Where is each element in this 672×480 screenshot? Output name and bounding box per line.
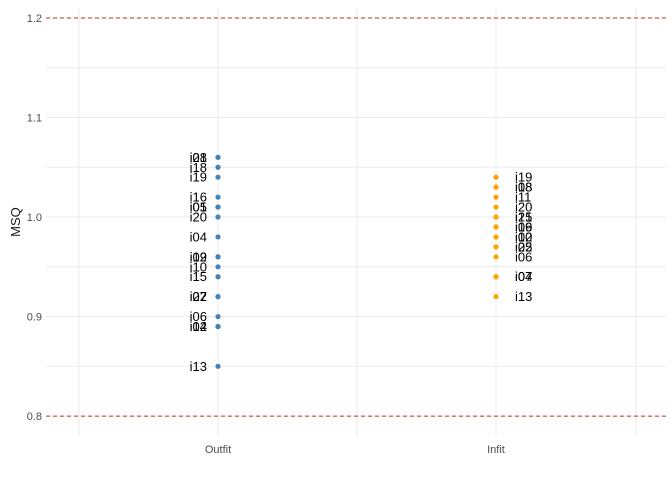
point-label: i05	[190, 200, 207, 215]
data-point	[493, 244, 499, 250]
x-tick-label: Outfit	[205, 444, 231, 456]
data-point	[493, 174, 499, 180]
data-point	[493, 274, 499, 280]
point-label: i08	[190, 150, 207, 165]
point-label: i13	[515, 289, 532, 304]
point-label: i12	[190, 249, 207, 264]
data-point	[493, 224, 499, 230]
point-label: i06	[190, 309, 207, 324]
point-label: i18	[190, 160, 207, 175]
point-label: i02	[515, 229, 532, 244]
data-point	[215, 294, 221, 300]
data-point	[215, 264, 221, 270]
data-point	[215, 254, 221, 260]
point-label: i09	[515, 219, 532, 234]
data-point	[493, 234, 499, 240]
point-label: i20	[515, 200, 532, 215]
data-point	[215, 234, 221, 240]
data-point	[493, 254, 499, 260]
y-tick-label: 0.9	[27, 312, 42, 324]
point-label: i20	[190, 210, 207, 225]
point-label: i14	[190, 319, 207, 334]
point-label: i18	[515, 180, 532, 195]
data-points	[215, 154, 499, 369]
point-label: i13	[190, 359, 207, 374]
data-point	[215, 214, 221, 220]
y-tick-label: 1.0	[27, 212, 42, 224]
data-point	[215, 323, 221, 330]
point-label: i16	[515, 219, 532, 234]
y-tick-label: 1.2	[27, 13, 42, 25]
point-label: i22	[515, 239, 532, 254]
reference-lines	[46, 17, 666, 417]
point-label: i09	[190, 249, 207, 264]
point-label: i10	[190, 259, 207, 274]
data-point	[215, 363, 221, 369]
data-point	[215, 154, 221, 160]
point-label: i19	[190, 170, 207, 185]
x-axis-ticks: Outfit Infit	[205, 444, 505, 456]
point-label: i16	[190, 190, 207, 205]
point-label: i22	[190, 289, 207, 304]
data-point	[493, 184, 499, 190]
point-label: i05	[515, 239, 532, 254]
point-label: i15	[515, 210, 532, 225]
data-point	[493, 294, 499, 300]
point-label: i01	[190, 200, 207, 215]
point-label: i06	[515, 249, 532, 264]
y-axis-title: MSQ	[8, 207, 23, 237]
data-point	[215, 274, 221, 280]
point-label: i07	[190, 289, 207, 304]
y-tick-label: 1.1	[27, 112, 42, 124]
point-label: i02	[190, 319, 207, 334]
data-point	[215, 174, 221, 180]
grid	[46, 8, 666, 436]
data-point	[493, 214, 499, 220]
point-label: i07	[515, 269, 532, 284]
y-axis-ticks: 0.8 0.9 1.0 1.1 1.2	[27, 13, 42, 423]
data-point	[215, 164, 221, 170]
point-label: i04	[515, 269, 532, 284]
point-labels: i08i21i18i19i16i01i05i20i04i09i12i10i15i…	[190, 150, 533, 374]
point-label: i19	[515, 170, 532, 185]
y-tick-label: 0.8	[27, 411, 42, 423]
point-label: i11	[515, 190, 531, 205]
x-tick-label: Infit	[487, 444, 505, 456]
point-label: i08	[515, 180, 532, 195]
point-label: i10	[515, 229, 532, 244]
data-point	[493, 194, 499, 200]
point-label: i21	[515, 210, 532, 225]
data-point	[215, 194, 221, 200]
data-point	[493, 204, 499, 210]
point-label: i04	[190, 229, 207, 244]
point-label: i21	[190, 150, 207, 165]
point-label: i15	[190, 269, 207, 284]
data-point	[215, 204, 221, 210]
data-point	[215, 313, 221, 320]
